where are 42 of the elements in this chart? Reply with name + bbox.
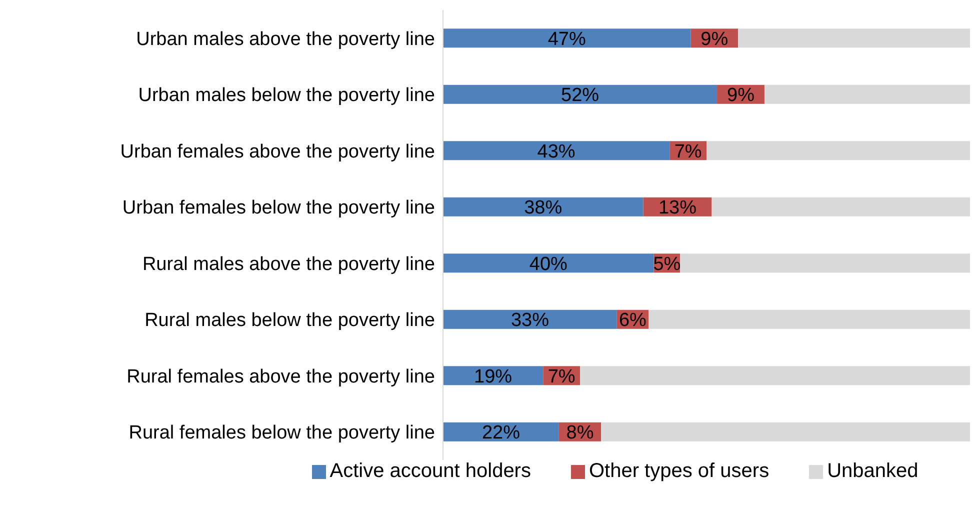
data-label: 7% bbox=[548, 366, 576, 388]
bar bbox=[738, 28, 970, 48]
data-label: 8% bbox=[566, 422, 594, 444]
bar bbox=[680, 254, 970, 273]
y-tick-label: Rural males below the poverty line bbox=[144, 310, 435, 332]
data-label: 33% bbox=[510, 310, 550, 332]
bar bbox=[443, 197, 644, 216]
legend-label: Unbanked bbox=[827, 460, 918, 482]
bar bbox=[443, 254, 654, 273]
data-label: 7% bbox=[674, 141, 702, 162]
bar bbox=[712, 197, 970, 216]
bar bbox=[706, 141, 970, 160]
bar bbox=[443, 84, 718, 104]
legend-label: Other types of users bbox=[588, 460, 770, 482]
bar bbox=[580, 366, 970, 386]
y-tick-label: Urban males above the poverty line bbox=[136, 28, 435, 50]
data-label: 9% bbox=[727, 85, 755, 106]
data-label: 43% bbox=[537, 141, 576, 162]
data-label: 5% bbox=[653, 254, 681, 275]
bar bbox=[601, 422, 970, 442]
y-tick-label: Rural females below the poverty line bbox=[128, 422, 435, 444]
y-tick-label: Rural males above the poverty line bbox=[142, 254, 435, 275]
data-label: 19% bbox=[474, 366, 512, 388]
bar bbox=[443, 141, 670, 160]
data-label: 13% bbox=[658, 198, 697, 219]
y-tick-label: Urban males below the poverty line bbox=[138, 85, 435, 106]
bar bbox=[764, 84, 970, 104]
data-label: 9% bbox=[700, 28, 728, 50]
bar bbox=[443, 310, 617, 329]
y-tick-label: Urban females below the poverty line bbox=[122, 198, 435, 219]
data-label: 47% bbox=[548, 28, 586, 50]
bar bbox=[443, 422, 559, 442]
y-tick-label: Urban females above the poverty line bbox=[120, 141, 435, 162]
data-label: 22% bbox=[482, 422, 520, 444]
bar bbox=[648, 310, 970, 329]
data-label: 52% bbox=[561, 85, 600, 106]
data-label: 6% bbox=[618, 310, 647, 332]
bar bbox=[443, 28, 691, 48]
y-tick-label: Rural females above the poverty line bbox=[126, 366, 435, 388]
data-label: 38% bbox=[524, 198, 562, 219]
legend-label: Active account holders bbox=[330, 460, 531, 482]
data-label: 40% bbox=[529, 254, 568, 275]
